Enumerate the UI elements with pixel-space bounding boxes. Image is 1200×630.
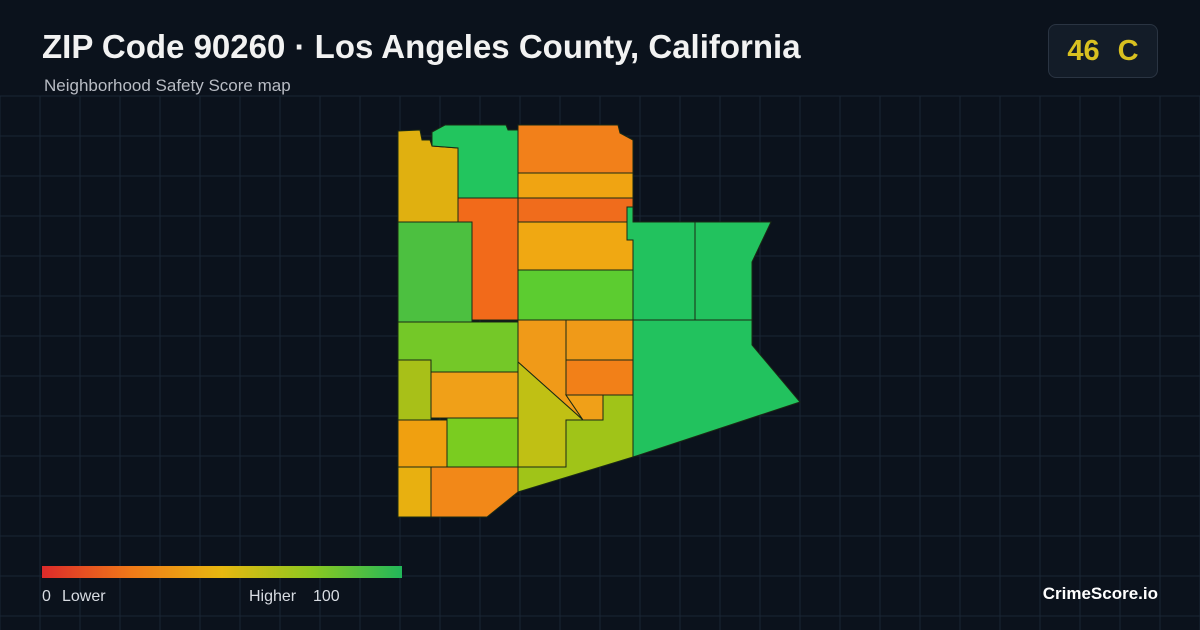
region (517, 197, 634, 223)
region (430, 466, 519, 518)
region (565, 319, 634, 361)
region (446, 417, 519, 468)
subtitle: Neighborhood Safety Score map (44, 76, 291, 95)
region (397, 419, 448, 468)
region (397, 359, 432, 421)
region (430, 371, 519, 419)
region (397, 466, 432, 518)
map-regions (397, 124, 801, 518)
title: ZIP Code 90260 · Los Angeles County, Cal… (42, 28, 801, 65)
region (517, 124, 634, 174)
region (626, 206, 801, 458)
grade: C (1117, 34, 1139, 67)
legend-max-label: Higher (249, 588, 297, 605)
region (517, 394, 634, 493)
legend-min: 0 (42, 588, 51, 605)
legend-max: 100 (313, 588, 340, 605)
legend-min-label: Lower (62, 588, 106, 605)
score: 46 (1067, 34, 1100, 67)
region (517, 172, 634, 199)
region (517, 269, 634, 321)
region (517, 221, 634, 271)
legend-gradient (42, 566, 402, 578)
score-badge: 46 C (1048, 24, 1158, 78)
region (565, 359, 634, 396)
region (397, 221, 473, 323)
brand: CrimeScore.io (1042, 584, 1158, 603)
